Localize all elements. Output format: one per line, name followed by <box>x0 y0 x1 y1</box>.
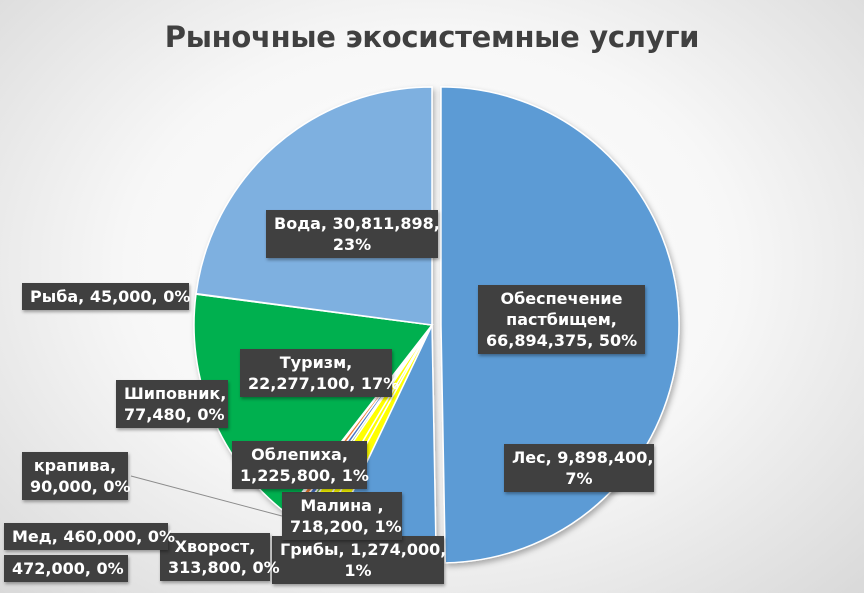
data-label-лес: Лес, 9,898,400, 7% <box>504 444 654 492</box>
data-label-грибы: Грибы, 1,274,000, 1% <box>272 536 447 584</box>
data-label-хворост: Хворост, 313,800, 0% <box>160 533 280 581</box>
data-label-line: 718,200, 1% <box>290 517 402 536</box>
data-label-line: 7% <box>565 469 593 488</box>
data-label-line: 1,225,800, 1% <box>240 466 369 485</box>
data-label-unnamed: 472,000, 0% <box>4 555 128 582</box>
data-label-туризм: Туризм, 22,277,100, 17% <box>240 349 400 397</box>
data-label-облепиха: Облепиха, 1,225,800, 1% <box>232 441 369 489</box>
data-label-line: 90,000, 0% <box>30 477 131 496</box>
data-label-line: 77,480, 0% <box>124 405 225 424</box>
data-label-line: 313,800, 0% <box>168 558 280 577</box>
data-label-line: Рыба, 45,000, 0% <box>30 287 191 306</box>
data-label-вода: Вода, 30,811,898, 23% <box>266 210 440 258</box>
data-label-line: крапива, <box>33 456 117 475</box>
data-label-line: 22,277,100, 17% <box>248 374 400 393</box>
data-label-line: 66,894,375, 50% <box>486 331 638 350</box>
data-label-шиповник: Шиповник, 77,480, 0% <box>116 380 228 428</box>
data-label-line: Шиповник, <box>124 384 227 403</box>
data-label-line: 23% <box>332 235 372 254</box>
chart-title: Рыночные экосистемные услуги <box>164 20 700 54</box>
data-label-line: Мед, 460,000, 0% <box>12 527 176 546</box>
data-label-малина: Малина , 718,200, 1% <box>282 492 402 540</box>
data-label-обеспечение-пастбищем: Обеспечение пастбищем, 66,894,375, 50% <box>478 285 645 354</box>
data-label-line: Хворост, <box>174 537 256 556</box>
data-label-line: 472,000, 0% <box>12 559 124 578</box>
data-label-line: Грибы, 1,274,000, <box>280 540 447 559</box>
data-label-line: Вода, 30,811,898, <box>274 214 440 233</box>
data-label-line: Малина , <box>300 496 384 515</box>
data-label-line: Обеспечение <box>500 289 623 308</box>
data-label-line: Облепиха, <box>251 445 348 464</box>
data-label-line: пастбищем, <box>506 310 617 329</box>
data-label-рыба: Рыба, 45,000, 0% <box>22 283 191 310</box>
data-label-line: Туризм, <box>279 353 353 372</box>
data-label-line: Лес, 9,898,400, <box>512 448 654 467</box>
data-label-мед: Мед, 460,000, 0% <box>4 523 176 550</box>
pie-slice-вода <box>195 86 433 326</box>
leader-line-крапива <box>130 475 283 517</box>
data-label-крапива: крапива, 90,000, 0% <box>22 452 131 500</box>
data-label-line: 1% <box>344 561 372 580</box>
